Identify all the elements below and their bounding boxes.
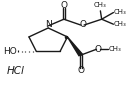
Text: CH₃: CH₃	[114, 9, 127, 15]
Text: CH₃: CH₃	[114, 21, 127, 27]
Text: O: O	[60, 1, 67, 10]
Text: O: O	[95, 45, 101, 54]
Text: HCl: HCl	[7, 66, 24, 76]
Polygon shape	[67, 37, 83, 56]
Text: O: O	[79, 20, 86, 29]
Text: CH₃: CH₃	[94, 2, 107, 8]
Text: N: N	[45, 20, 52, 29]
Text: O: O	[77, 66, 84, 76]
Text: CH₃: CH₃	[109, 46, 122, 52]
Text: HO: HO	[3, 47, 17, 56]
